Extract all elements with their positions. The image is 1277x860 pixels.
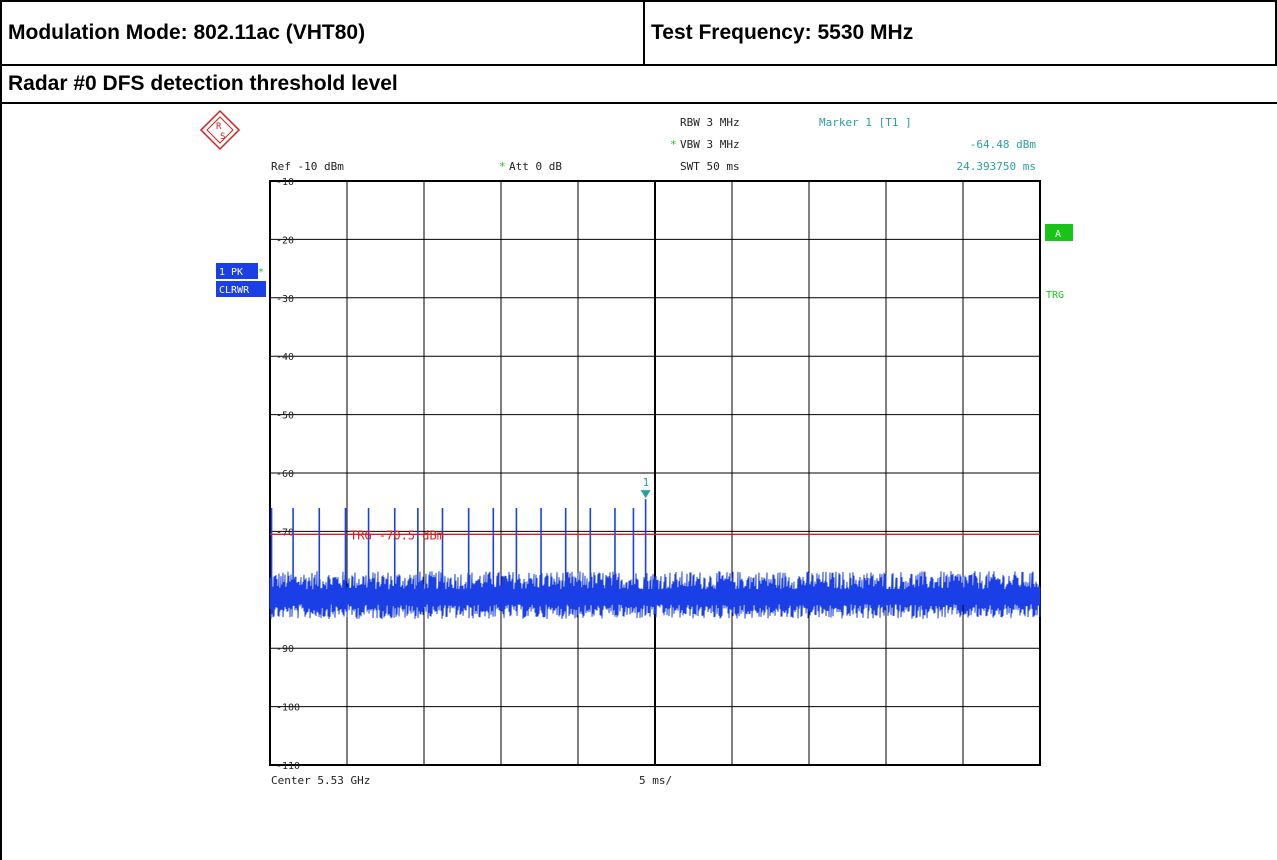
radar-title-cell: Radar #0 DFS detection threshold level bbox=[0, 64, 1277, 104]
test-frequency-cell: Test Frequency: 5530 MHz bbox=[643, 0, 1277, 66]
plot-frame bbox=[0, 102, 1277, 860]
modulation-mode-text: Modulation Mode: 802.11ac (VHT80) bbox=[8, 21, 366, 44]
modulation-mode-cell: Modulation Mode: 802.11ac (VHT80) bbox=[0, 0, 645, 66]
radar-title-text: Radar #0 DFS detection threshold level bbox=[8, 72, 398, 95]
test-frequency-text: Test Frequency: 5530 MHz bbox=[651, 21, 914, 44]
